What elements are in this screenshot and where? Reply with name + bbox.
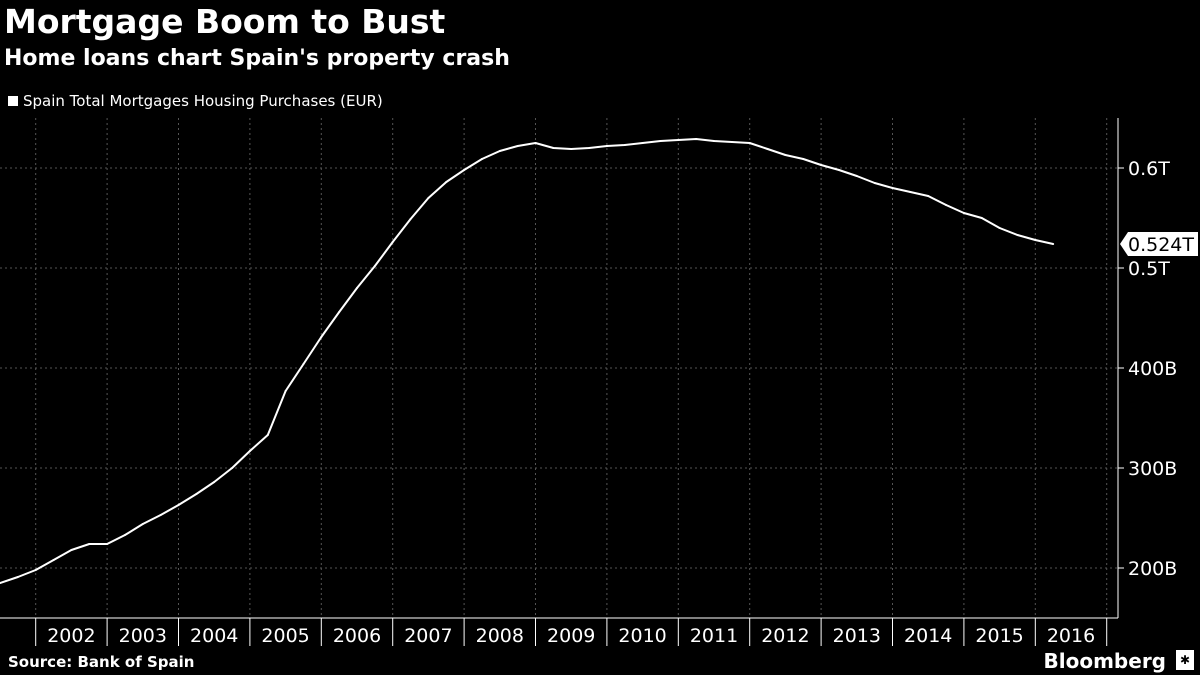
x-tick-label: 2005 bbox=[261, 625, 309, 647]
y-tick-label: 400B bbox=[1128, 358, 1177, 380]
data-point bbox=[159, 514, 162, 516]
data-point bbox=[695, 138, 698, 140]
x-tick-label: 2006 bbox=[333, 625, 381, 647]
x-tick-label: 2003 bbox=[119, 625, 167, 647]
data-point bbox=[820, 164, 823, 166]
legend-swatch bbox=[8, 96, 18, 106]
data-point bbox=[231, 467, 234, 469]
data-point bbox=[88, 543, 91, 545]
data-point bbox=[713, 140, 716, 142]
x-tick-label: 2011 bbox=[690, 625, 738, 647]
data-point bbox=[855, 175, 858, 177]
data-point bbox=[16, 576, 19, 578]
last-value-label: 0.524T bbox=[1128, 234, 1194, 256]
x-tick-label: 2004 bbox=[190, 625, 238, 647]
chart-subtitle: Home loans chart Spain's property crash bbox=[4, 46, 510, 71]
data-point bbox=[266, 434, 269, 436]
data-point bbox=[52, 559, 55, 561]
data-point bbox=[338, 311, 341, 313]
x-tick-label: 2010 bbox=[618, 625, 666, 647]
source-note: Source: Bank of Spain bbox=[8, 653, 195, 671]
data-point bbox=[213, 481, 216, 483]
data-point bbox=[588, 147, 591, 149]
data-point bbox=[1034, 239, 1037, 241]
data-point bbox=[445, 181, 448, 183]
brand-logo: Bloomberg bbox=[1043, 649, 1166, 673]
last-value-flag bbox=[1120, 232, 1198, 256]
data-point bbox=[837, 169, 840, 171]
data-point bbox=[106, 543, 109, 545]
x-tick-label: 2008 bbox=[476, 625, 524, 647]
data-point bbox=[141, 523, 144, 525]
data-point bbox=[730, 141, 733, 143]
data-point bbox=[784, 154, 787, 156]
data-point bbox=[677, 139, 680, 141]
data-point bbox=[570, 148, 573, 150]
data-point bbox=[534, 142, 537, 144]
data-point bbox=[480, 158, 483, 160]
data-point bbox=[945, 204, 948, 206]
data-point bbox=[177, 504, 180, 506]
data-point bbox=[248, 450, 251, 452]
data-point bbox=[463, 169, 466, 171]
x-tick-label: 2015 bbox=[975, 625, 1023, 647]
data-point bbox=[605, 145, 608, 147]
data-point bbox=[980, 217, 983, 219]
data-point bbox=[34, 569, 37, 571]
axes bbox=[0, 118, 1124, 646]
data-point bbox=[0, 582, 1, 584]
y-tick-label: 0.6T bbox=[1128, 158, 1170, 180]
legend-label: Spain Total Mortgages Housing Purchases … bbox=[23, 92, 383, 110]
data-point bbox=[498, 150, 501, 152]
series-line bbox=[0, 138, 1054, 584]
data-point bbox=[320, 336, 323, 338]
data-point bbox=[1052, 243, 1055, 245]
data-point bbox=[998, 227, 1001, 229]
series-layer bbox=[0, 138, 1055, 584]
data-point bbox=[962, 212, 965, 214]
x-tick-label: 2014 bbox=[904, 625, 952, 647]
chart-title: Mortgage Boom to Bust bbox=[4, 2, 446, 41]
x-tick-label: 2016 bbox=[1047, 625, 1095, 647]
data-point bbox=[659, 140, 662, 142]
x-tick-label: 2009 bbox=[547, 625, 595, 647]
data-point bbox=[1016, 234, 1019, 236]
data-point bbox=[766, 148, 769, 150]
y-tick-label: 300B bbox=[1128, 458, 1177, 480]
x-tick-label: 2013 bbox=[833, 625, 881, 647]
data-point bbox=[516, 145, 519, 147]
data-point bbox=[891, 187, 894, 189]
data-point bbox=[802, 158, 805, 160]
tick-labels: 200B 300B 400B 0.5T 0.6T 2002 2003 2004 2005 2006… bbox=[47, 158, 1198, 647]
data-point bbox=[748, 142, 751, 144]
data-point bbox=[302, 363, 305, 365]
data-point bbox=[373, 265, 376, 267]
legend: Spain Total Mortgages Housing Purchases … bbox=[8, 91, 383, 111]
data-point bbox=[284, 390, 287, 392]
y-tick-label: 200B bbox=[1128, 558, 1177, 580]
y-tick-label: 0.5T bbox=[1128, 258, 1170, 280]
data-point bbox=[623, 144, 626, 146]
x-tick-label: 2002 bbox=[47, 625, 95, 647]
data-point bbox=[70, 549, 73, 551]
data-point bbox=[927, 195, 930, 197]
data-point bbox=[409, 218, 412, 220]
data-point bbox=[123, 534, 126, 536]
data-point bbox=[195, 493, 198, 495]
data-point bbox=[356, 287, 359, 289]
data-point bbox=[391, 241, 394, 243]
data-point bbox=[552, 147, 555, 149]
x-tick-label: 2012 bbox=[761, 625, 809, 647]
gridlines bbox=[0, 118, 1118, 618]
data-point bbox=[909, 191, 912, 193]
data-point bbox=[641, 142, 644, 144]
data-point bbox=[427, 197, 430, 199]
data-point bbox=[873, 182, 876, 184]
bloomberg-terminal-icon: ✱ bbox=[1176, 650, 1194, 670]
x-tick-label: 2007 bbox=[404, 625, 452, 647]
